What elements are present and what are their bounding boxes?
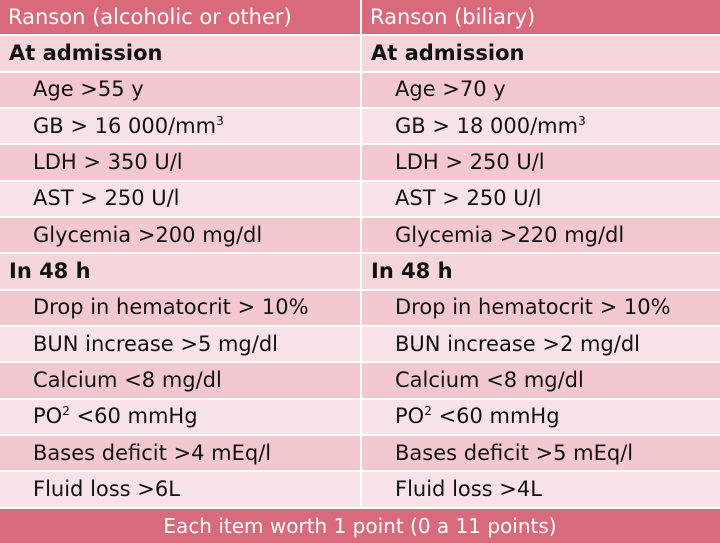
superscript: 2 [62, 404, 70, 419]
criteria-row: GB > 16 000/mm3 GB > 18 000/mm3 [0, 107, 720, 146]
criterion-prefix: PO [395, 404, 425, 429]
superscript: 2 [424, 404, 432, 419]
criteria-row: BUN increase >5 mg/dl BUN increase >2 mg… [0, 325, 720, 364]
footer-row: Each item worth 1 point (0 a 11 points) [0, 507, 720, 543]
right-criterion: Age >70 y [361, 71, 720, 109]
criteria-row: AST > 250 U/l AST > 250 U/l [0, 180, 720, 218]
left-section-heading: At admission [0, 35, 362, 73]
right-criterion: LDH > 250 U/l [361, 144, 720, 182]
left-criterion: Fluid loss >6L [0, 471, 362, 509]
criteria-row: Bases deficit >4 mEq/l Bases deficit >5 … [0, 434, 720, 473]
right-criterion: Bases deficit >5 mEq/l [361, 434, 720, 473]
criteria-row: PO2 <60 mmHg PO2 <60 mmHg [0, 398, 720, 436]
header-row: Ranson (alcoholic or other) Ranson (bili… [0, 0, 720, 37]
left-criterion: Age >55 y [0, 71, 362, 109]
left-criterion: BUN increase >5 mg/dl [0, 325, 362, 364]
criteria-row: Age >55 y Age >70 y [0, 71, 720, 109]
left-column-title: Ranson (alcoholic or other) [0, 0, 362, 37]
right-column-title: Ranson (biliary) [361, 0, 720, 37]
section-heading-row: In 48 h In 48 h [0, 253, 720, 291]
criteria-row: Glycemia >200 mg/dl Glycemia >220 mg/dl [0, 216, 720, 255]
right-criterion: Fluid loss >4L [361, 471, 720, 509]
left-criterion: Drop in hematocrit > 10% [0, 289, 362, 327]
right-criterion: Glycemia >220 mg/dl [361, 216, 720, 255]
criteria-row: Fluid loss >6L Fluid loss >4L [0, 471, 720, 509]
superscript: 3 [578, 113, 586, 128]
right-criterion: PO2 <60 mmHg [361, 398, 720, 436]
criterion-text: GB > 18 000/mm [395, 113, 579, 138]
criterion-text: <60 mmHg [69, 404, 198, 429]
left-criterion: Bases deficit >4 mEq/l [0, 434, 362, 473]
left-criterion: LDH > 350 U/l [0, 144, 362, 182]
criterion-text: <60 mmHg [431, 404, 560, 429]
criterion-prefix: PO [33, 404, 63, 429]
left-criterion: Glycemia >200 mg/dl [0, 216, 362, 255]
right-section-heading: In 48 h [361, 253, 720, 291]
left-section-heading: In 48 h [0, 253, 362, 291]
right-criterion: GB > 18 000/mm3 [361, 107, 720, 146]
right-criterion: BUN increase >2 mg/dl [361, 325, 720, 364]
left-criterion: AST > 250 U/l [0, 180, 362, 218]
right-section-heading: At admission [361, 35, 720, 73]
points-note: Each item worth 1 point (0 a 11 points) [0, 507, 720, 543]
superscript: 3 [216, 113, 224, 128]
criteria-row: Drop in hematocrit > 10% Drop in hematoc… [0, 289, 720, 327]
left-criterion: PO2 <60 mmHg [0, 398, 362, 436]
criterion-text: GB > 16 000/mm [33, 113, 217, 138]
section-heading-row: At admission At admission [0, 35, 720, 73]
left-criterion: GB > 16 000/mm3 [0, 107, 362, 146]
right-criterion: Calcium <8 mg/dl [361, 362, 720, 400]
left-criterion: Calcium <8 mg/dl [0, 362, 362, 400]
criteria-row: Calcium <8 mg/dl Calcium <8 mg/dl [0, 362, 720, 400]
right-criterion: Drop in hematocrit > 10% [361, 289, 720, 327]
right-criterion: AST > 250 U/l [361, 180, 720, 218]
criteria-row: LDH > 350 U/l LDH > 250 U/l [0, 144, 720, 182]
